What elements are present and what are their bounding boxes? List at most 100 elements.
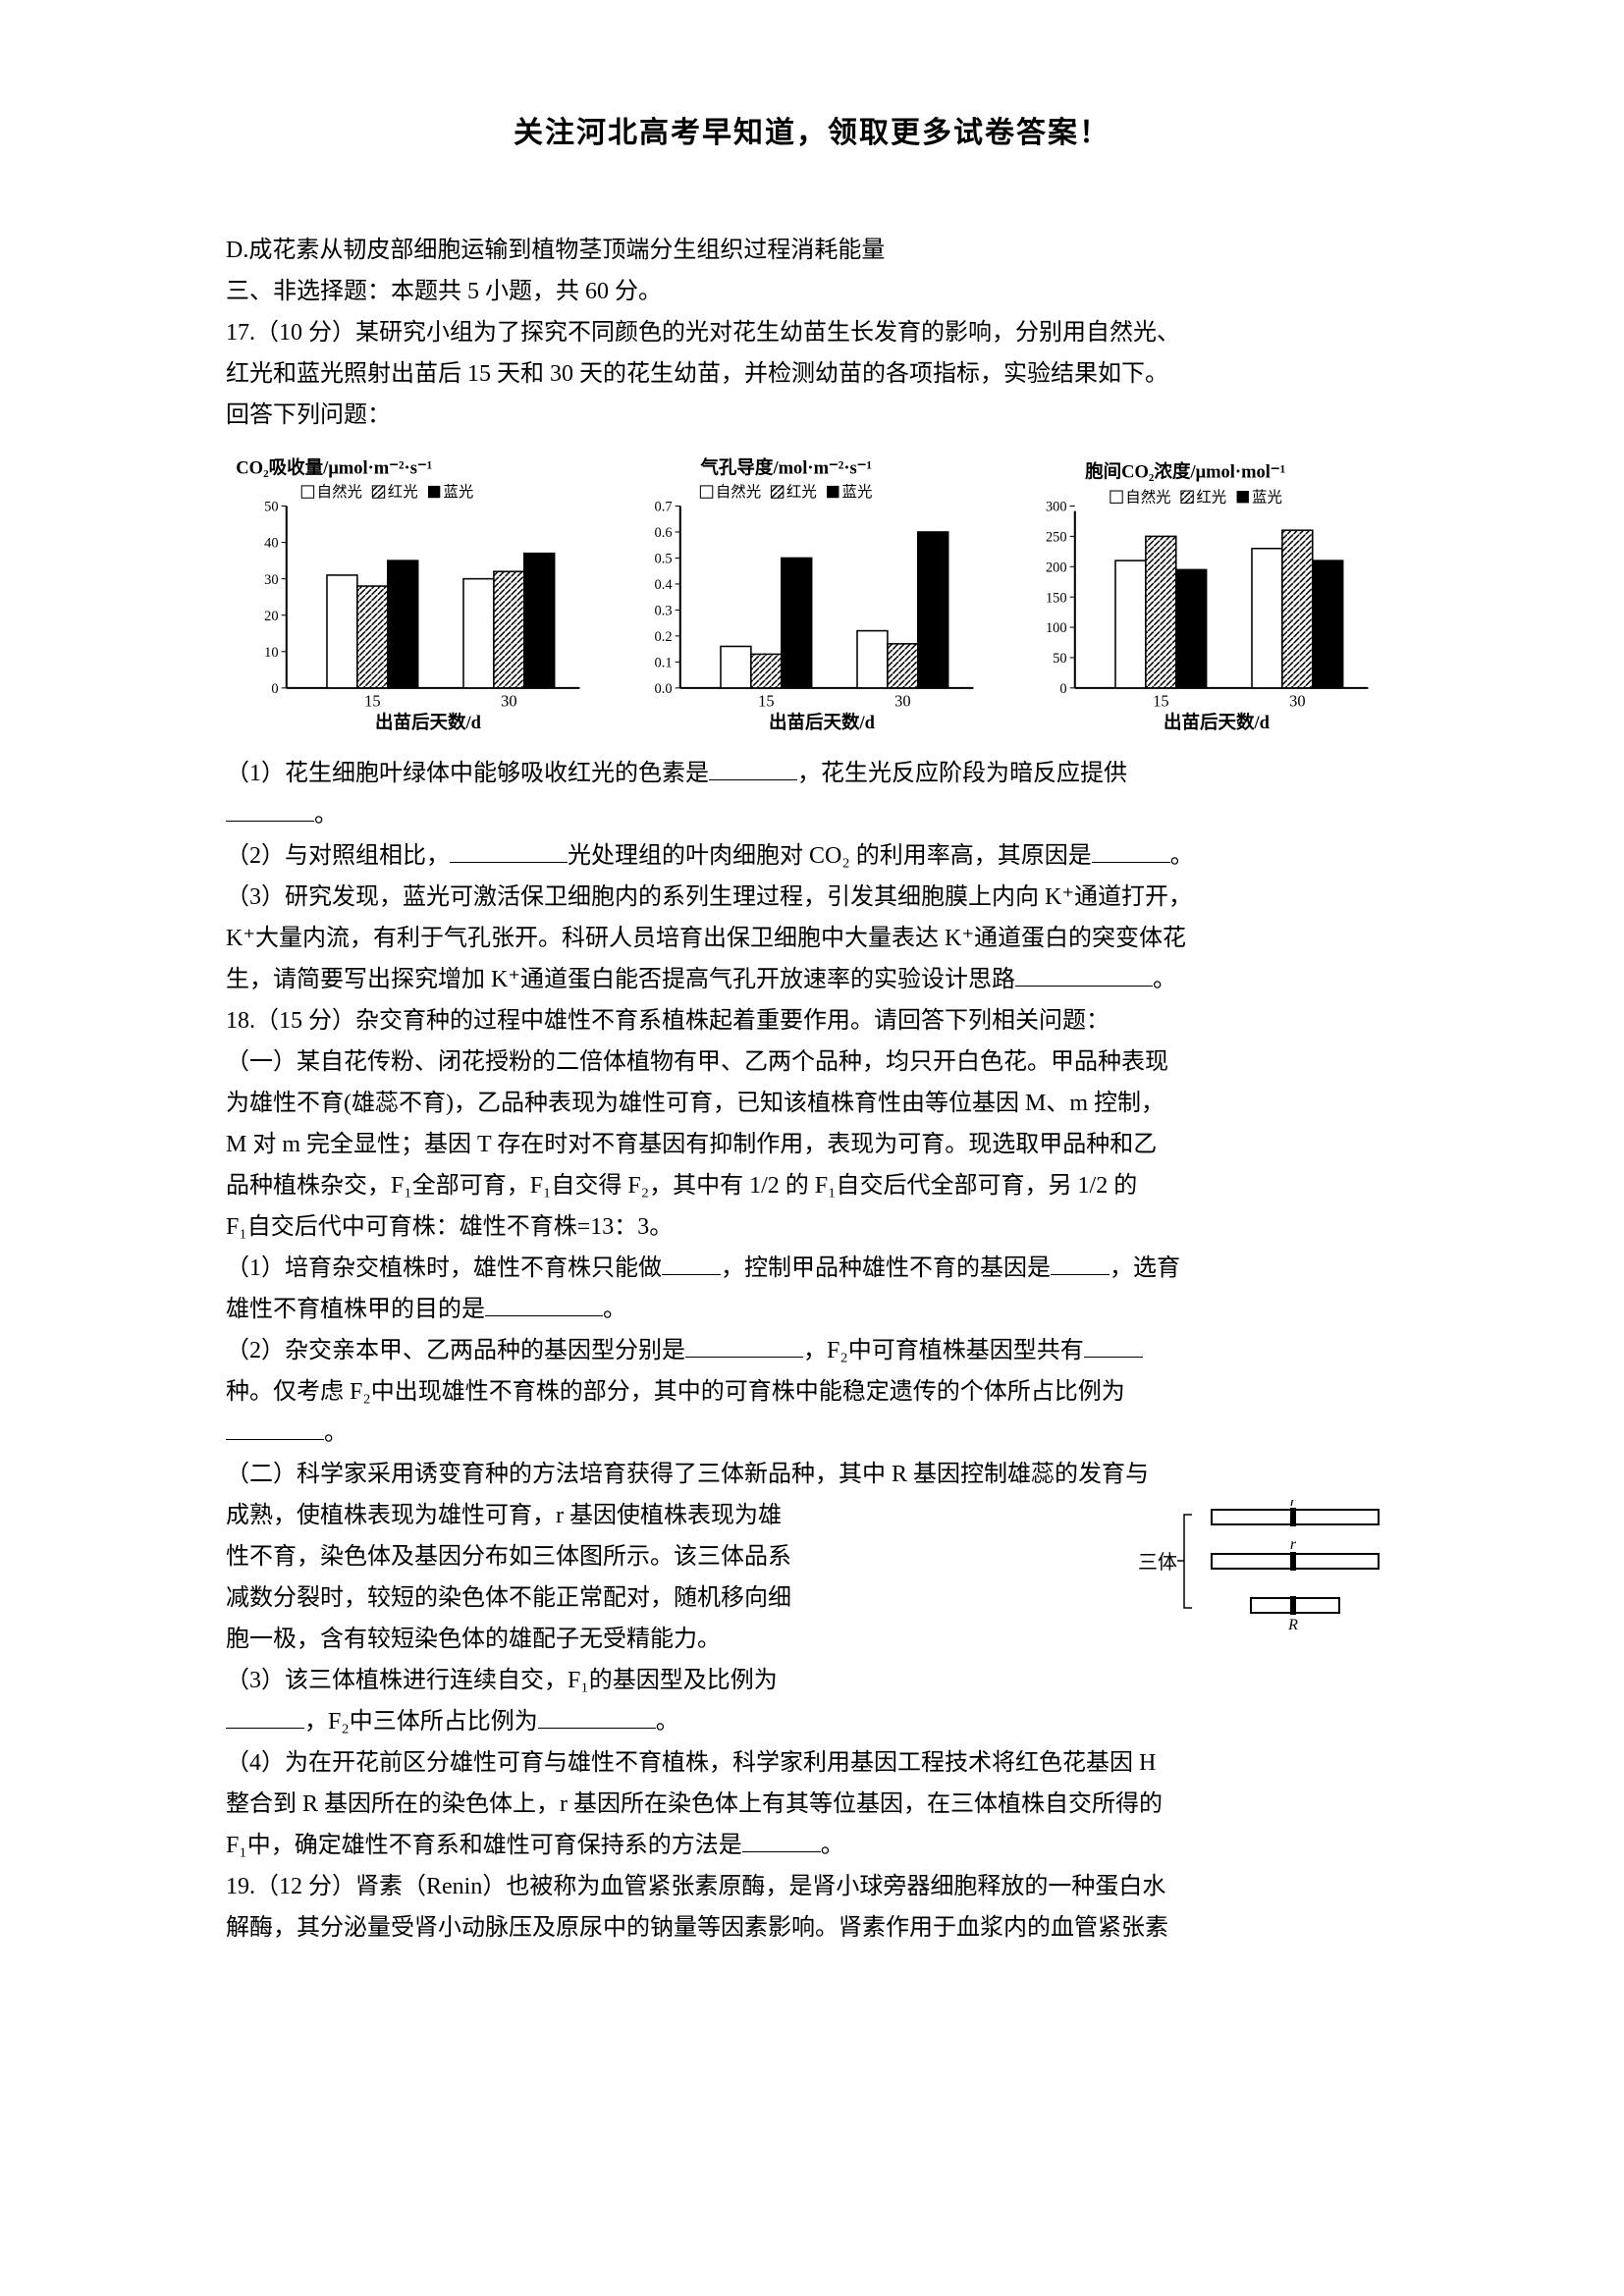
chart2-bars [721,532,948,688]
svg-text:50: 50 [1053,651,1066,667]
svg-text:0.7: 0.7 [655,500,673,515]
svg-text:红光: 红光 [786,483,817,501]
q18-pt1c: M 对 m 完全显性；基因 T 存在时对不育基因有抑制作用，表现为可育。现选取甲… [226,1124,1398,1165]
svg-text:30: 30 [894,691,910,710]
svg-text:自然光: 自然光 [716,483,761,501]
q18-pt2a: （二）科学家采用诱变育种的方法培育获得了三体新品种，其中 R 基因控制雄蕊的发育… [226,1454,1398,1495]
option-d: D.成花素从韧皮部细胞运输到植物茎顶端分生组织过程消耗能量 [226,230,1398,271]
q18-4c: F₁中，确定雄性不育系和雄性可育保持系的方法是。 [226,1825,1398,1866]
q18-pt1d: 品种植株杂交，F₁全部可育，F₁自交得 F₂，其中有 1/2 的 F₁自交后代全… [226,1165,1398,1206]
q18-4b: 整合到 R 基因所在的染色体上，r 基因所在染色体上有其等位基因，在三体植株自交… [226,1784,1398,1825]
svg-text:100: 100 [1046,620,1067,636]
blank [450,843,568,863]
svg-text:0.5: 0.5 [655,552,673,567]
blank [226,1420,324,1440]
svg-text:r: r [1290,1500,1297,1510]
q17-1: （1）花生细胞叶绿体中能够吸收红光的色素是，花生光反应阶段为暗反应提供 [226,753,1398,794]
svg-text:自然光: 自然光 [317,483,362,501]
blank [226,1709,304,1729]
q18-2d: 。 [226,1413,1398,1454]
blank [742,1833,821,1852]
svg-text:0: 0 [1059,681,1066,697]
q18-2: （2）杂交亲本甲、乙两品种的基因型分别是，F₂中可育植株基因型共有 [226,1330,1398,1371]
q17-3b: K⁺大量内流，有利于气孔张开。科研人员培育出保卫细胞中大量表达 K⁺通道蛋白的突… [226,918,1398,959]
blank [685,1338,803,1358]
blank [662,1255,721,1275]
q17-1-end: 。 [226,794,1398,835]
svg-text:15: 15 [1153,691,1168,710]
q19-a: 19.（12 分）肾素（Renin）也被称为血管紧张素原酶，是肾小球旁器细胞释放… [226,1866,1398,1907]
blank [538,1709,656,1729]
svg-text:0.3: 0.3 [655,604,673,619]
chart1-svg: CO₂吸收量/μmol·m⁻²·s⁻¹ 自然光 红光 蓝光 0102030405… [226,455,610,738]
svg-text:200: 200 [1046,560,1067,575]
svg-text:出苗后天数/d: 出苗后天数/d [375,712,482,733]
blank [485,1297,603,1316]
svg-text:蓝光: 蓝光 [842,483,873,501]
chart3-svg: 胞间CO₂浓度/μmol·mol⁻¹ 自然光 红光 蓝光 05010015020… [1014,455,1398,738]
svg-text:30: 30 [1289,691,1305,710]
svg-text:10: 10 [264,645,278,661]
svg-text:R: R [1287,1617,1298,1633]
svg-text:50: 50 [264,500,278,515]
chart3-legend: 自然光 红光 蓝光 [1110,488,1281,506]
svg-text:蓝光: 蓝光 [1252,488,1282,506]
chart-stomatal-conductance: 气孔导度/mol·m⁻²·s⁻¹ 自然光 红光 蓝光 0.00.10.20.30… [620,455,1003,743]
svg-text:出苗后天数/d: 出苗后天数/d [1164,712,1271,733]
svg-text:0: 0 [271,681,278,697]
chart1-yticks: 01020304050 [264,500,287,697]
svg-text:30: 30 [501,691,516,710]
q17-intro-1: 17.（10 分）某研究小组为了探究不同颜色的光对花生幼苗生长发育的影响，分别用… [226,312,1398,353]
svg-text:15: 15 [364,691,380,710]
blank [1084,1338,1143,1358]
blank [709,761,797,780]
q17-3c: 生，请简要写出探究增加 K⁺通道蛋白能否提高气孔开放速率的实验设计思路。 [226,959,1398,1000]
svg-text:r: r [1290,1536,1297,1553]
chart2-svg: 气孔导度/mol·m⁻²·s⁻¹ 自然光 红光 蓝光 0.00.10.20.30… [620,455,1003,738]
svg-text:300: 300 [1046,500,1067,515]
chart2-title: 气孔导度/mol·m⁻²·s⁻¹ [700,457,873,479]
svg-text:150: 150 [1046,590,1067,606]
svg-text:20: 20 [264,609,278,624]
q18-pt1b: 为雄性不育(雄蕊不育)，乙品种表现为雄性可育，已知该植株育性由等位基因 M、m … [226,1083,1398,1124]
section3-title: 三、非选择题：本题共 5 小题，共 60 分。 [226,271,1398,312]
svg-text:红光: 红光 [388,483,418,501]
q17-intro-3: 回答下列问题： [226,395,1398,436]
q18-pt1e: F₁自交后代中可育株：雄性不育株=13：3。 [226,1206,1398,1248]
q18-3a: （3）该三体植株进行连续自交，F₁的基因型及比例为 [226,1660,1398,1701]
q18-2c: 种。仅考虑 F₂中出现雄性不育株的部分，其中的可育株中能稳定遗传的个体所占比例为 [226,1371,1398,1413]
svg-text:出苗后天数/d: 出苗后天数/d [769,712,876,733]
svg-text:0.4: 0.4 [655,577,673,593]
svg-text:0.0: 0.0 [655,681,673,697]
chart3-yticks: 0 50 100 150 200 250 300 [1046,500,1075,697]
q18-3b: ，F₂中三体所占比例为。 [226,1701,1398,1742]
page-header: 关注河北高考早知道，领取更多试卷答案！ [226,108,1398,151]
charts-row: CO₂吸收量/μmol·m⁻²·s⁻¹ 自然光 红光 蓝光 0102030405… [226,455,1398,743]
svg-text:0.2: 0.2 [655,629,673,645]
blank [226,802,314,822]
q17-3a: （3）研究发现，蓝光可激活保卫细胞内的系列生理过程，引发其细胞膜上内向 K⁺通道… [226,877,1398,918]
svg-text:250: 250 [1046,530,1067,546]
blank [1092,843,1170,863]
q18-4a: （4）为在开花前区分雄性可育与雄性不育植株，科学家利用基因工程技术将红色花基因 … [226,1742,1398,1784]
q18-pt1a: （一）某自花传粉、闭花授粉的二倍体植物有甲、乙两个品种，均只开白色花。甲品种表现 [226,1041,1398,1083]
chart-intercellular-co2: 胞间CO₂浓度/μmol·mol⁻¹ 自然光 红光 蓝光 05010015020… [1014,455,1398,743]
svg-text:15: 15 [758,691,774,710]
chart1-title: CO₂吸收量/μmol·m⁻²·s⁻¹ [236,457,432,479]
svg-text:0.1: 0.1 [655,656,673,671]
svg-text:30: 30 [264,572,278,588]
blank [1051,1255,1110,1275]
chart2-yticks: 0.0 0.1 0.2 0.3 0.4 0.5 0.6 0.7 [655,500,680,697]
q19-b: 解酶，其分泌量受肾小动脉压及原尿中的钠量等因素影响。肾素作用于血浆内的血管紧张素 [226,1907,1398,1949]
blank [1015,967,1153,987]
q17-intro-2: 红光和蓝光照射出苗后 15 天和 30 天的花生幼苗，并检测幼苗的各项指标，实验… [226,353,1398,395]
page-container: 关注河北高考早知道，领取更多试卷答案！ D.成花素从韧皮部细胞运输到植物茎顶端分… [0,0,1624,2007]
svg-text:0.6: 0.6 [655,525,673,541]
svg-text:自然光: 自然光 [1125,488,1170,506]
svg-text:红光: 红光 [1196,488,1226,506]
q18-1d: 雄性不育植株甲的目的是。 [226,1289,1398,1330]
q18-pt2-block: r r R 三体 成熟，使植株表现为雄性可育，r 基因使植株表现为雄 性不育，染… [226,1495,1398,1701]
chart-co2-absorption: CO₂吸收量/μmol·m⁻²·s⁻¹ 自然光 红光 蓝光 0102030405… [226,455,610,743]
svg-text:三体: 三体 [1138,1551,1177,1574]
chart1-legend: 自然光 红光 蓝光 [301,483,473,501]
